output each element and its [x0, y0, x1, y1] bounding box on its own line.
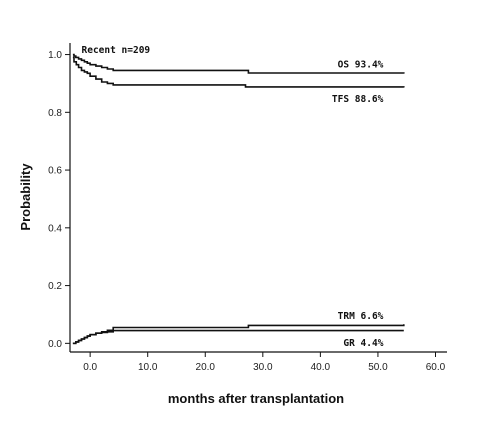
y-tick-label: 1.0: [48, 50, 62, 61]
y-tick-label: 0.8: [48, 108, 62, 119]
y-tick-label: 0.0: [48, 339, 62, 350]
curves: [72, 53, 405, 345]
x-axis-title: months after transplantation: [168, 391, 344, 406]
x-tick-label: 20.0: [196, 362, 216, 373]
curve-annotation: OS 93.4%: [338, 60, 384, 71]
y-tick-label: 0.6: [48, 166, 62, 177]
curve-annotation: TRM 6.6%: [338, 311, 384, 322]
x-tick-label: 40.0: [311, 362, 331, 373]
curve-annotation: GR 4.4%: [343, 338, 383, 349]
x-tick-label: 10.0: [138, 362, 158, 373]
survival-curve-1: [72, 56, 405, 88]
x-tick-label: 60.0: [426, 362, 446, 373]
survival-curve-3: [72, 329, 404, 345]
x-tick-label: 50.0: [368, 362, 388, 373]
x-tick-label: 0.0: [83, 362, 97, 373]
annotations: Recent n=209 OS 93.4% TFS 88.6% TRM 6.6% GR …: [82, 45, 384, 349]
y-axis-title: Probability: [18, 163, 33, 231]
y-tick-label: 0.4: [48, 223, 62, 234]
axes: 0.0 0.2 0.4 0.6 0.8 1.0 0.0 10.0 20.0 30.0 40.0 50.…: [48, 43, 447, 373]
x-tick-label: 30.0: [253, 362, 273, 373]
curve-annotation: TFS 88.6%: [332, 94, 384, 105]
survival-curve-0: [72, 53, 405, 74]
y-tick-label: 0.2: [48, 281, 62, 292]
curve-annotation: Recent n=209: [82, 45, 151, 56]
